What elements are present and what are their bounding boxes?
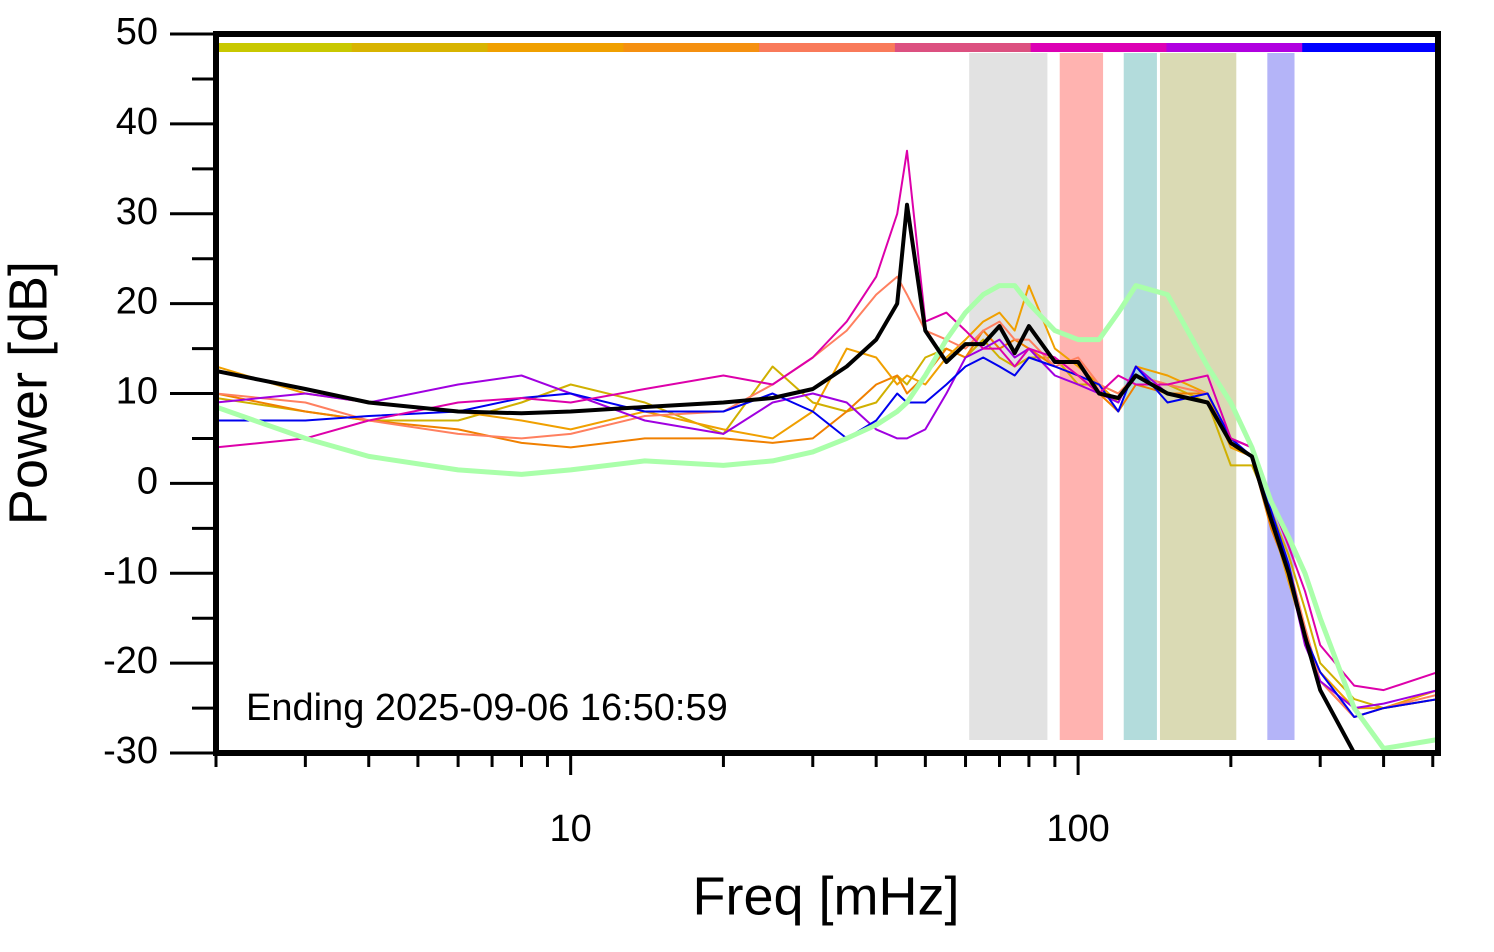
series-line [216, 284, 1438, 710]
frequency-band [969, 53, 1048, 740]
y-tick-label: 50 [116, 11, 158, 53]
x-tick-label: 100 [1046, 808, 1109, 850]
color-strip-segment [623, 43, 760, 52]
y-tick-label: 10 [116, 371, 158, 413]
y-tick-label: -20 [103, 640, 158, 682]
series-line [216, 329, 1438, 718]
color-strip-segment [894, 43, 1032, 52]
plot-lines [216, 149, 1438, 753]
x-tick-label: 10 [550, 808, 592, 850]
axes: -30 -20 -10 0 10 20 30 40 50 10 100 [103, 11, 1441, 850]
annotation: Ending 2025-09-06 16:50:59 [246, 687, 728, 729]
color-strip-segment [759, 43, 896, 52]
color-strip-segment [1302, 43, 1439, 52]
series-line [216, 338, 1438, 710]
color-strip-segment [1030, 43, 1167, 52]
color-strip-segment [1166, 43, 1303, 52]
y-tick-label: 20 [116, 281, 158, 323]
frequency-band [1059, 53, 1104, 740]
y-tick-label: -10 [103, 550, 158, 592]
y-tick-label: 0 [137, 460, 158, 502]
series-line [216, 202, 1356, 753]
y-tick-label: -30 [103, 730, 158, 772]
y-axis-title: Power [dB] [0, 261, 58, 525]
plot-background [216, 43, 1439, 740]
series-line [216, 356, 1438, 718]
y-tick-label: 40 [116, 101, 158, 143]
frequency-band [1267, 53, 1295, 740]
color-strip-segment [216, 43, 353, 52]
y-tick-label: 30 [116, 191, 158, 233]
x-axis-title: Freq [mHz] [692, 866, 959, 926]
plot-frame [213, 31, 1441, 756]
color-strip-segment [351, 43, 489, 52]
color-strip-segment [487, 43, 624, 52]
series-line [216, 338, 1438, 710]
series-line [216, 283, 1438, 751]
